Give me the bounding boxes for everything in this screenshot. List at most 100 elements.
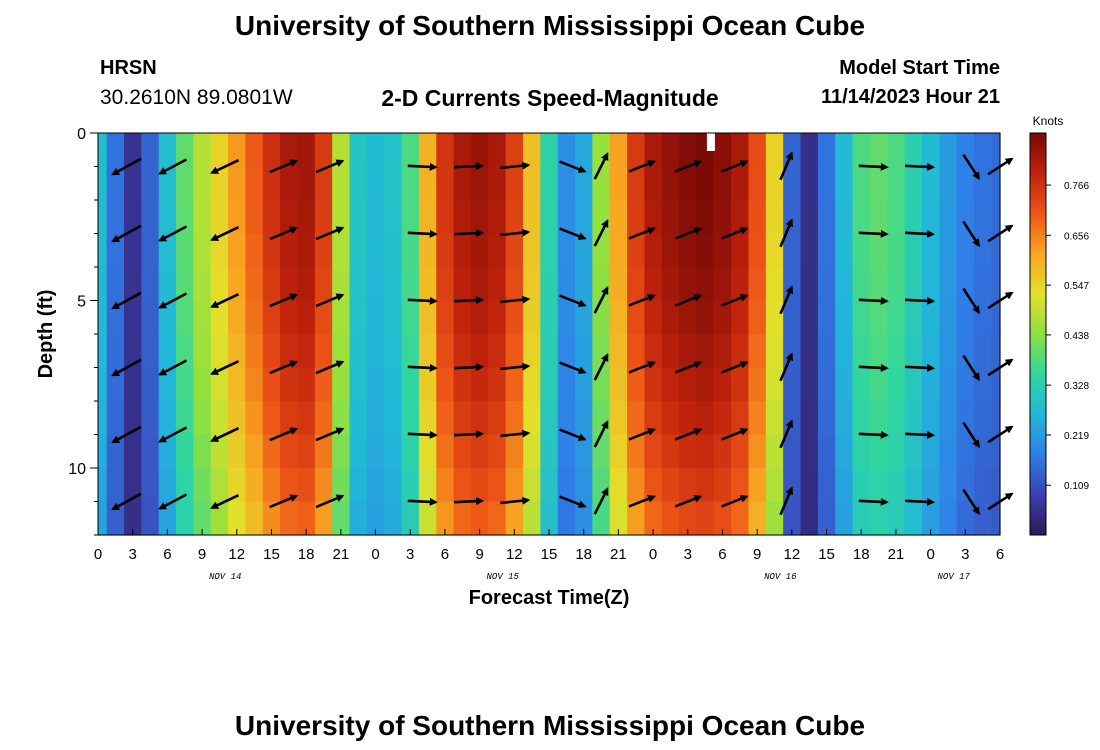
heatmap-cell — [210, 468, 229, 503]
heatmap-cell — [765, 468, 784, 503]
heatmap-cell — [193, 166, 212, 201]
page-title: University of Southern Mississippi Ocean… — [234, 10, 866, 41]
heatmap-cell — [973, 501, 992, 536]
heatmap-cell — [488, 300, 507, 335]
heatmap-cell — [592, 233, 611, 268]
current-arrow — [674, 227, 703, 240]
heatmap-cell — [627, 367, 646, 402]
heatmap-cell — [332, 233, 351, 268]
heatmap-cell — [332, 401, 351, 436]
heatmap-cell — [748, 200, 767, 235]
heatmap-cell — [332, 166, 351, 201]
heatmap-cell — [106, 133, 125, 168]
heatmap-cell — [956, 200, 975, 235]
heatmap-cell — [765, 501, 784, 536]
heatmap-cell — [713, 166, 732, 201]
heatmap-cell — [98, 133, 108, 168]
heatmap-cell — [366, 434, 385, 469]
heatmap-cell — [973, 267, 992, 302]
heatmap-cell — [384, 300, 403, 335]
current-arrow — [111, 224, 142, 243]
heatmap-cell — [210, 401, 229, 436]
heatmap-cell — [314, 233, 333, 268]
heatmap-cell — [575, 267, 593, 302]
current-arrow — [858, 162, 889, 171]
current-arrow — [453, 296, 485, 305]
heatmap-cell — [418, 267, 437, 302]
heatmap-cell — [141, 401, 160, 436]
heatmap-cell — [713, 434, 732, 469]
current-arrow — [407, 497, 438, 506]
heatmap-cell — [436, 166, 455, 201]
heatmap-cell — [575, 200, 593, 235]
heatmap-cell — [522, 166, 541, 201]
heatmap-cell — [436, 200, 455, 235]
current-arrow — [559, 495, 587, 508]
heatmap-cell — [835, 401, 854, 436]
current-arrow — [628, 495, 656, 508]
heatmap-cell — [783, 267, 802, 302]
current-arrow — [111, 358, 142, 377]
y-tick-label: 10 — [68, 461, 86, 478]
heatmap-cell — [314, 468, 333, 503]
heatmap-cell — [713, 334, 732, 369]
heatmap-cell — [679, 233, 698, 268]
heatmap-cell — [644, 200, 663, 235]
heatmap-cell — [98, 233, 108, 268]
x-tick-label: 9 — [475, 546, 483, 563]
heatmap-cell — [228, 166, 247, 201]
heatmap-cell — [765, 434, 784, 469]
heatmap-cell — [904, 166, 923, 201]
heatmap-cell — [609, 267, 628, 302]
heatmap-cell — [609, 133, 628, 168]
heatmap-cell — [436, 300, 455, 335]
heatmap-cell — [696, 166, 715, 201]
heatmap-cell — [505, 401, 524, 436]
heatmap-cell — [939, 434, 958, 469]
current-arrow — [111, 291, 142, 310]
heatmap-cell — [228, 401, 247, 436]
heatmap-cell — [609, 166, 628, 201]
heatmap-cell — [939, 501, 958, 536]
current-arrow — [720, 361, 749, 374]
date-label: NOV 17 — [938, 572, 971, 582]
heatmap-cell — [280, 434, 299, 469]
heatmap-cell — [800, 434, 819, 469]
heatmap-cell — [609, 401, 628, 436]
current-arrow — [158, 225, 188, 242]
heatmap-cell — [210, 200, 229, 235]
heatmap-cell — [522, 200, 541, 235]
heatmap-cell — [418, 233, 437, 268]
heatmap-cell — [488, 434, 507, 469]
heatmap — [98, 133, 1001, 536]
current-arrow — [720, 495, 749, 508]
heatmap-cell — [644, 166, 663, 201]
heatmap-cell — [921, 501, 940, 536]
heatmap-cell — [696, 233, 715, 268]
heatmap-cell — [314, 434, 333, 469]
heatmap-cell — [783, 133, 802, 168]
current-arrow — [210, 159, 240, 174]
heatmap-cell — [696, 267, 715, 302]
heatmap-cell — [991, 200, 1001, 235]
heatmap-cell — [418, 200, 437, 235]
heatmap-cell — [349, 133, 368, 168]
heatmap-cell — [384, 233, 403, 268]
current-arrow — [407, 296, 438, 305]
heatmap-cell — [575, 233, 593, 268]
heatmap-cell — [332, 334, 351, 369]
current-arrow — [111, 425, 142, 444]
heatmap-cell — [765, 334, 784, 369]
heatmap-cell — [193, 434, 212, 469]
heatmap-cell — [696, 434, 715, 469]
heatmap-cell — [540, 200, 559, 235]
heatmap-cell — [401, 468, 420, 503]
heatmap-cell — [158, 401, 177, 436]
heatmap-cell — [817, 233, 836, 268]
current-arrow — [210, 494, 240, 509]
heatmap-cell — [644, 334, 663, 369]
current-arrow — [962, 488, 980, 516]
current-arrow — [779, 419, 794, 449]
heatmap-cell — [436, 233, 455, 268]
heatmap-cell — [488, 401, 507, 436]
